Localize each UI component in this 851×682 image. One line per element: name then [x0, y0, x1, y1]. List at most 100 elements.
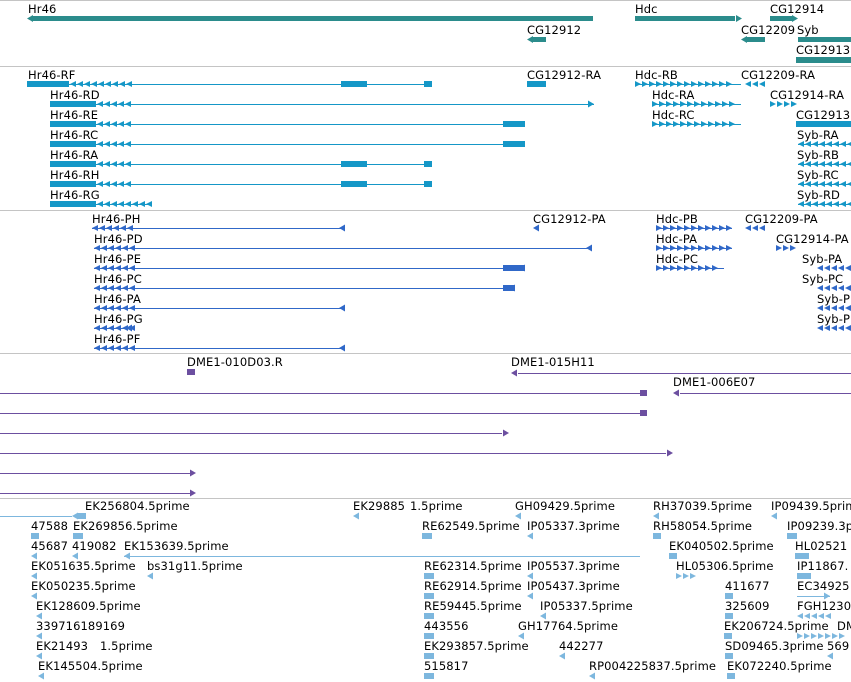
est-glyph[interactable] — [424, 633, 434, 639]
transcript-glyph[interactable] — [701, 101, 707, 107]
transcript-glyph[interactable] — [719, 81, 725, 87]
clone-glyph[interactable] — [667, 449, 673, 457]
est-glyph[interactable] — [73, 533, 83, 539]
est-glyph[interactable] — [31, 592, 37, 600]
transcript-glyph[interactable] — [125, 101, 131, 107]
est-glyph[interactable] — [771, 512, 777, 520]
protein-label[interactable]: Syb-PA — [802, 252, 843, 266]
transcript-glyph[interactable] — [635, 81, 641, 87]
est-glyph[interactable] — [827, 652, 833, 660]
transcript-glyph[interactable] — [708, 101, 714, 107]
est-glyph[interactable] — [72, 512, 78, 520]
protein-glyph[interactable] — [94, 305, 100, 311]
transcript-label[interactable]: Hdc-RB — [635, 68, 678, 82]
transcript-glyph[interactable] — [50, 141, 96, 147]
transcript-glyph[interactable] — [424, 181, 432, 187]
transcript-glyph[interactable] — [694, 121, 700, 127]
protein-glyph[interactable] — [115, 325, 121, 331]
protein-glyph[interactable] — [122, 265, 128, 271]
protein-glyph[interactable] — [122, 325, 128, 331]
transcript-glyph[interactable] — [111, 121, 117, 127]
clone-glyph[interactable] — [187, 369, 195, 375]
transcript-glyph[interactable] — [588, 100, 594, 108]
transcript-label[interactable]: Hr46-RH — [50, 168, 100, 182]
protein-glyph[interactable] — [106, 225, 112, 231]
est-glyph[interactable] — [424, 573, 434, 579]
transcript-glyph[interactable] — [680, 121, 686, 127]
protein-label[interactable]: Hdc-PA — [656, 232, 698, 246]
protein-glyph[interactable] — [108, 305, 114, 311]
transcript-glyph[interactable] — [722, 101, 728, 107]
protein-glyph[interactable] — [533, 224, 539, 232]
transcript-label[interactable]: CG12914-RA — [770, 88, 845, 102]
protein-glyph[interactable] — [838, 305, 844, 311]
protein-glyph[interactable] — [831, 305, 837, 311]
transcript-glyph[interactable] — [752, 81, 758, 87]
transcript-glyph[interactable] — [729, 101, 735, 107]
clone-glyph[interactable] — [190, 469, 196, 477]
transcript-glyph[interactable] — [341, 161, 367, 167]
transcript-glyph[interactable] — [125, 161, 131, 167]
transcript-glyph[interactable] — [666, 121, 672, 127]
protein-glyph[interactable] — [339, 224, 345, 232]
est-glyph[interactable] — [353, 512, 359, 520]
transcript-glyph[interactable] — [104, 201, 110, 207]
gene-glyph[interactable] — [741, 36, 747, 43]
transcript-glyph[interactable] — [97, 141, 103, 147]
est-label[interactable]: EK051635.5prime — [31, 559, 136, 573]
transcript-label[interactable]: Hr46-RA — [50, 148, 99, 162]
transcript-glyph[interactable] — [770, 101, 776, 107]
protein-glyph[interactable] — [790, 245, 796, 251]
transcript-glyph[interactable] — [104, 181, 110, 187]
est-label[interactable]: 339716189169 — [36, 619, 125, 633]
est-glyph[interactable] — [518, 632, 524, 640]
est-glyph[interactable] — [725, 593, 733, 599]
transcript-glyph[interactable] — [91, 81, 97, 87]
est-glyph[interactable] — [824, 592, 830, 600]
gene-glyph[interactable] — [527, 36, 533, 43]
protein-glyph[interactable] — [831, 285, 837, 291]
est-glyph[interactable] — [515, 512, 521, 520]
est-label[interactable]: RH58054.5prime — [653, 519, 753, 533]
est-glyph[interactable] — [825, 633, 831, 639]
est-label[interactable]: EK206724.5prime — [724, 619, 829, 633]
protein-glyph[interactable] — [101, 325, 107, 331]
transcript-glyph[interactable] — [656, 81, 662, 87]
clone-glyph[interactable] — [190, 489, 196, 497]
est-label[interactable]: IP05337.5prime — [540, 599, 633, 613]
transcript-glyph[interactable] — [503, 121, 525, 127]
est-label[interactable]: GH17764.5prime — [518, 619, 619, 633]
transcript-glyph[interactable] — [677, 81, 683, 87]
protein-glyph[interactable] — [115, 305, 121, 311]
clone-label[interactable]: DME1-010D03.R — [187, 355, 283, 369]
protein-glyph[interactable] — [94, 325, 100, 331]
transcript-glyph[interactable] — [97, 181, 103, 187]
transcript-label[interactable]: Hr46-RE — [50, 108, 99, 122]
est-label[interactable]: 443556 — [424, 619, 469, 633]
est-label[interactable]: HL02521 — [795, 539, 848, 553]
est-label[interactable]: FGH1230 — [797, 599, 851, 613]
transcript-glyph[interactable] — [708, 121, 714, 127]
clone-glyph[interactable] — [640, 410, 647, 416]
transcript-glyph[interactable] — [97, 101, 103, 107]
transcript-glyph[interactable] — [659, 121, 665, 127]
est-glyph[interactable] — [804, 613, 810, 619]
gene-label-hr46[interactable]: Hr46 — [28, 2, 57, 16]
protein-glyph[interactable] — [817, 265, 823, 271]
gene-glyph[interactable] — [792, 15, 798, 22]
est-label[interactable]: IP05437.3prime — [527, 579, 620, 593]
est-glyph[interactable] — [725, 653, 733, 659]
est-glyph[interactable] — [690, 573, 696, 579]
transcript-glyph[interactable] — [125, 141, 131, 147]
est-glyph[interactable] — [589, 672, 595, 680]
est-label[interactable]: GH09429.5prime — [515, 499, 616, 513]
transcript-glyph[interactable] — [104, 141, 110, 147]
transcript-glyph[interactable] — [712, 81, 718, 87]
protein-glyph[interactable] — [824, 325, 830, 331]
transcript-glyph[interactable] — [125, 201, 131, 207]
transcript-glyph[interactable] — [118, 181, 124, 187]
protein-glyph[interactable] — [824, 305, 830, 311]
protein-glyph[interactable] — [108, 265, 114, 271]
protein-label[interactable]: Hr46-PF — [94, 332, 141, 346]
transcript-glyph[interactable] — [50, 161, 96, 167]
